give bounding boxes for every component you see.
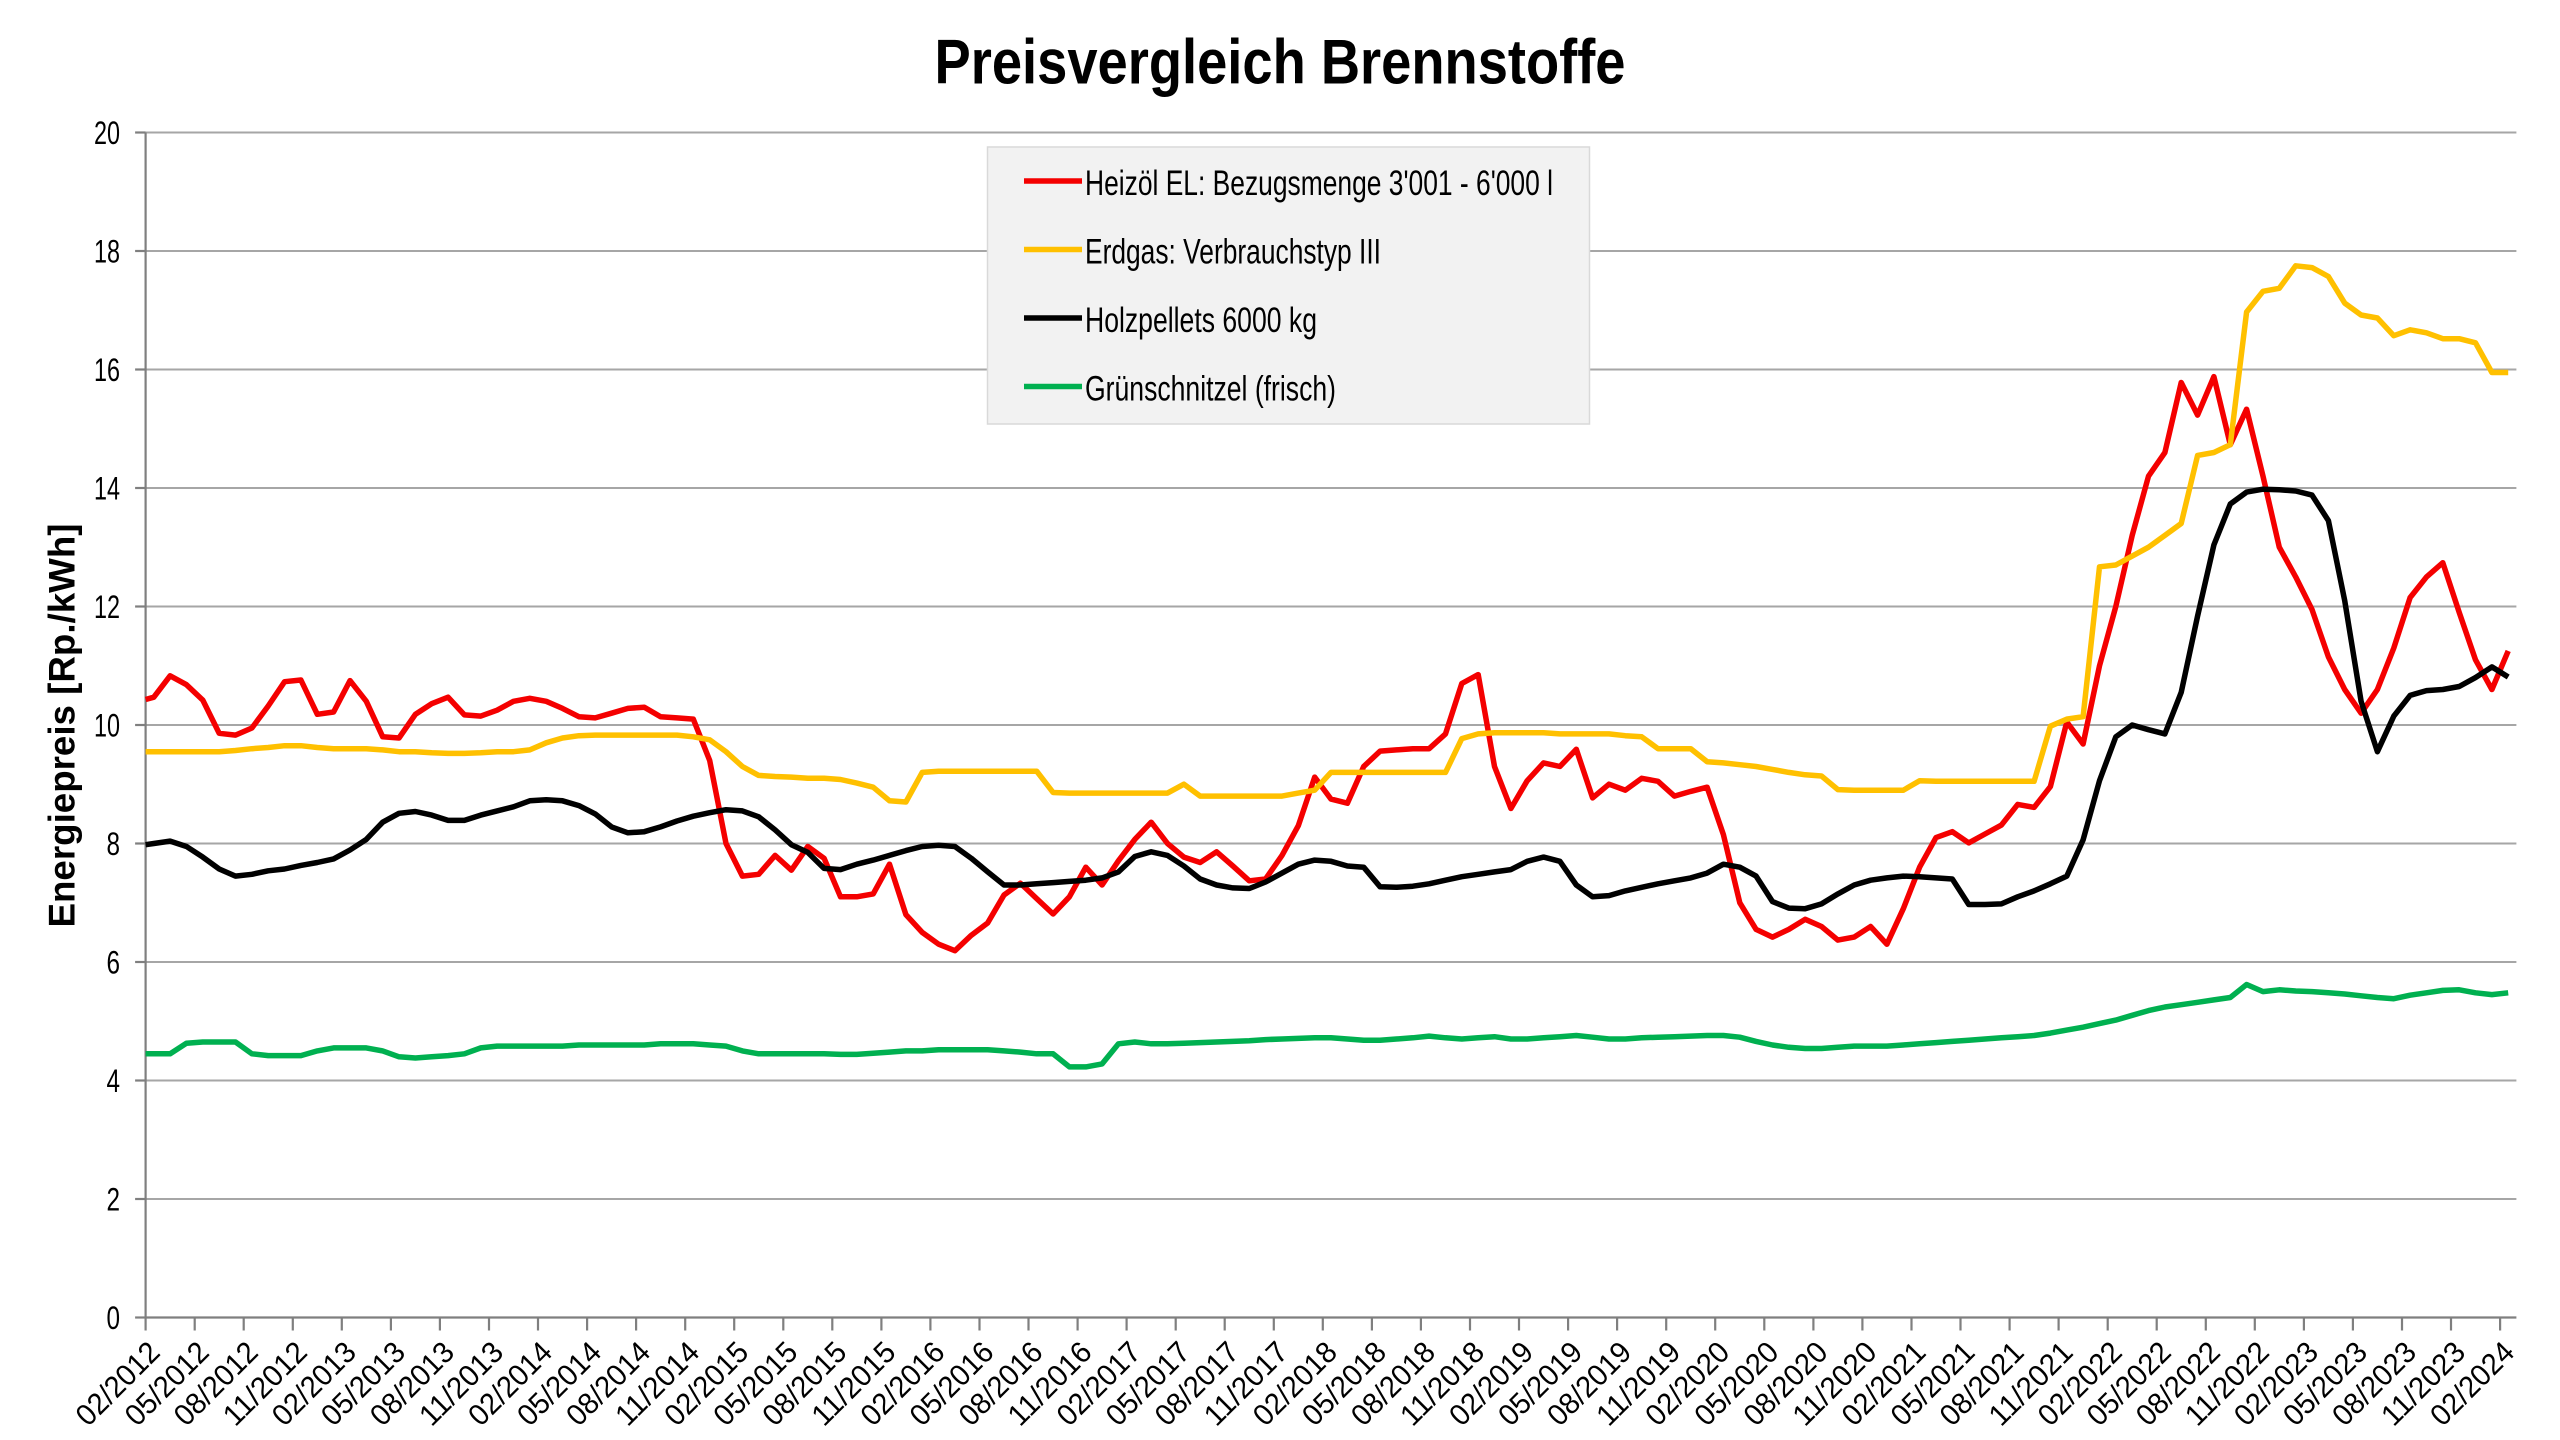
svg-text:Preisvergleich Brennstoffe: Preisvergleich Brennstoffe: [935, 28, 1626, 98]
svg-text:2: 2: [107, 1182, 121, 1218]
svg-text:8: 8: [107, 826, 121, 862]
svg-text:Grünschnitzel (frisch): Grünschnitzel (frisch): [1085, 370, 1336, 409]
svg-text:10: 10: [94, 708, 120, 744]
svg-text:4: 4: [107, 1063, 121, 1099]
svg-text:Heizöl EL: Bezugsmenge 3'001 -: Heizöl EL: Bezugsmenge 3'001 - 6'000 l: [1085, 164, 1553, 203]
svg-text:Erdgas: Verbrauchstyp III: Erdgas: Verbrauchstyp III: [1085, 233, 1381, 272]
svg-text:Energiepreis [Rp./kWh]: Energiepreis [Rp./kWh]: [42, 524, 83, 928]
svg-text:Holzpellets 6000 kg: Holzpellets 6000 kg: [1085, 301, 1317, 340]
svg-text:6: 6: [107, 945, 121, 981]
svg-text:18: 18: [94, 234, 120, 270]
svg-text:12: 12: [94, 589, 120, 625]
svg-text:20: 20: [94, 115, 120, 151]
svg-text:0: 0: [107, 1300, 121, 1336]
svg-text:16: 16: [94, 352, 120, 388]
svg-text:14: 14: [94, 471, 120, 507]
